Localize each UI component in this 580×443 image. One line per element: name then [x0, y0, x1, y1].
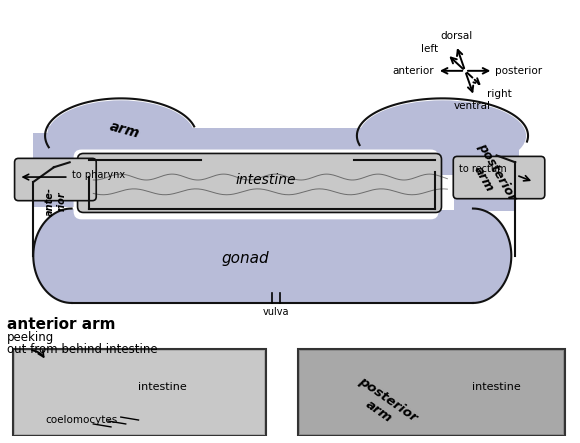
Text: posterior: posterior: [495, 66, 542, 76]
Text: intestine: intestine: [138, 381, 187, 392]
Bar: [367, 126, 519, 175]
Bar: [13, 349, 266, 436]
Text: left: left: [421, 44, 438, 54]
FancyBboxPatch shape: [74, 150, 438, 219]
Bar: [61, 128, 485, 172]
Text: arm: arm: [108, 119, 142, 140]
Text: right: right: [487, 89, 512, 99]
Text: ante-
rior: ante- rior: [45, 187, 67, 216]
Text: intestine: intestine: [472, 381, 521, 392]
Bar: [71, 210, 473, 303]
Text: gonad: gonad: [222, 251, 270, 266]
Text: ventral: ventral: [454, 101, 491, 111]
Ellipse shape: [434, 209, 512, 303]
Text: dorsal: dorsal: [440, 31, 472, 41]
Text: anterior arm: anterior arm: [7, 317, 115, 332]
Bar: [300, 351, 563, 434]
Text: to pharynx: to pharynx: [71, 170, 125, 180]
Bar: [48, 126, 181, 175]
Bar: [298, 349, 566, 436]
Text: coelomocytes: coelomocytes: [45, 415, 118, 425]
Bar: [33, 133, 90, 206]
Text: posterior
arm: posterior arm: [462, 140, 519, 210]
Text: anterior: anterior: [393, 66, 434, 76]
Text: to rectum: to rectum: [459, 164, 507, 174]
Text: out from behind intestine: out from behind intestine: [7, 343, 157, 356]
Bar: [454, 133, 515, 211]
FancyBboxPatch shape: [454, 156, 545, 199]
Text: intestine: intestine: [235, 173, 296, 187]
Text: vulva: vulva: [263, 307, 289, 317]
Bar: [14, 351, 264, 434]
Ellipse shape: [359, 100, 526, 171]
Text: peeking: peeking: [7, 331, 54, 345]
Ellipse shape: [47, 100, 194, 171]
FancyBboxPatch shape: [78, 153, 441, 213]
FancyBboxPatch shape: [14, 158, 96, 201]
Text: posterior
arm: posterior arm: [347, 374, 419, 436]
Ellipse shape: [33, 209, 110, 303]
